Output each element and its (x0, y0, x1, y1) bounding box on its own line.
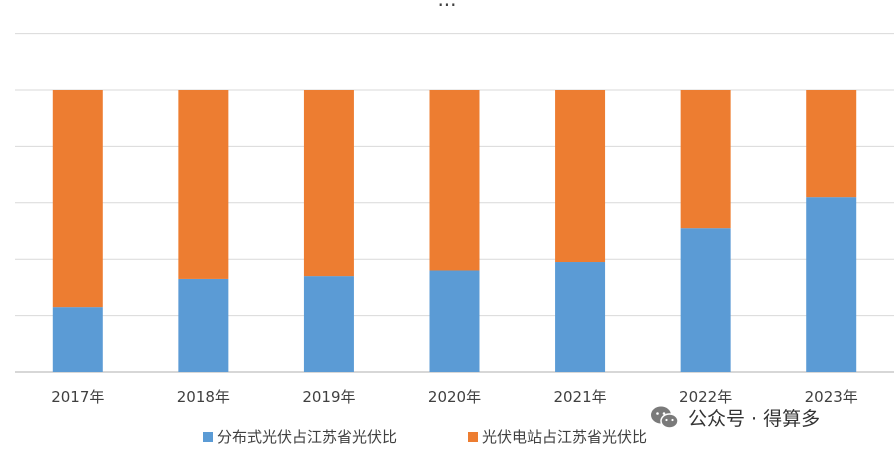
bar-segment-distributed-4 (555, 262, 606, 372)
x-tick-label: 2018年 (177, 388, 230, 406)
bar-segment-distributed-5 (680, 228, 731, 372)
legend-swatch-distributed (203, 431, 213, 442)
bar-segment-station-1 (178, 90, 229, 279)
x-tick-label: 2019年 (302, 388, 355, 406)
legend-item-distributed: 分布式光伏占江苏省光伏比 (203, 426, 397, 447)
bar-segment-distributed-0 (52, 307, 103, 372)
bar-segment-distributed-2 (303, 276, 354, 372)
bar-segment-station-3 (429, 90, 480, 271)
bar-segment-station-2 (303, 90, 354, 277)
legend-item-station: 光伏电站占江苏省光伏比 (468, 426, 647, 447)
bar-segment-station-5 (680, 90, 731, 229)
x-tick-label: 2021年 (553, 388, 606, 406)
chart-legend: 分布式光伏占江苏省光伏比 光伏电站占江苏省光伏比 (0, 426, 894, 450)
x-tick-label: 2023年 (805, 388, 858, 406)
legend-swatch-station (468, 431, 478, 442)
bar-segment-station-6 (806, 90, 857, 198)
x-tick-label: 2022年 (679, 388, 732, 406)
x-tick-label: 2020年 (428, 388, 481, 406)
legend-label-station: 光伏电站占江苏省光伏比 (482, 428, 648, 446)
bar-segment-station-0 (52, 90, 103, 308)
watermark: 公众号 · 得算多 (650, 404, 820, 431)
legend-label-distributed: 分布式光伏占江苏省光伏比 (217, 428, 398, 446)
bar-segment-distributed-3 (429, 270, 480, 372)
bar-segment-distributed-6 (806, 197, 857, 372)
chart-title-cut: ... (0, 0, 894, 11)
bar-segment-station-4 (555, 90, 606, 263)
x-tick-label: 2017年 (51, 388, 104, 406)
watermark-text: 公众号 · 得算多 (688, 408, 821, 430)
wechat-icon (651, 406, 679, 429)
bar-segment-distributed-1 (178, 278, 229, 372)
